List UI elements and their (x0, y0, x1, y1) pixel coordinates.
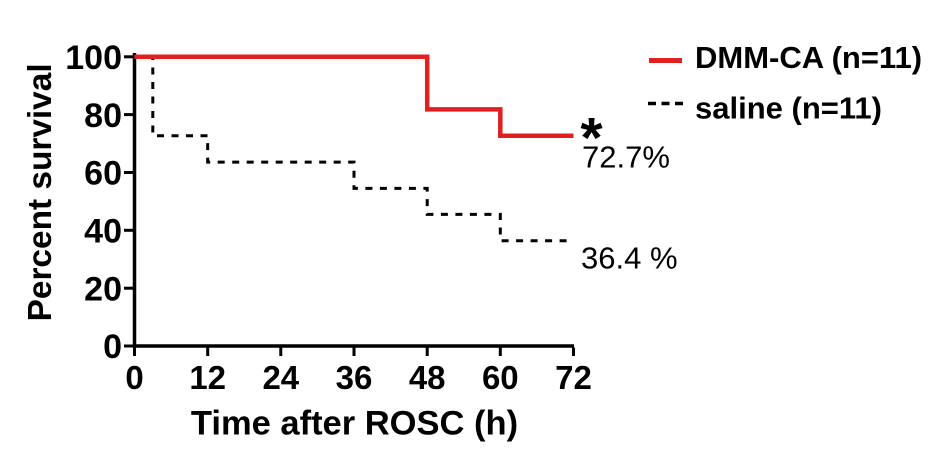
svg-text:60: 60 (84, 155, 122, 193)
svg-text:60: 60 (482, 359, 519, 396)
svg-text:Percent survival: Percent survival (22, 63, 59, 321)
svg-text:24: 24 (262, 359, 299, 396)
svg-text:72.7%: 72.7% (582, 140, 670, 175)
svg-text:DMM-CA (n=11): DMM-CA (n=11) (695, 40, 922, 75)
svg-text:Time after ROSC (h): Time after ROSC (h) (191, 405, 518, 443)
svg-text:saline (n=11): saline (n=11) (695, 91, 882, 126)
svg-text:40: 40 (84, 213, 122, 251)
svg-text:0: 0 (103, 328, 122, 366)
svg-text:20: 20 (84, 270, 122, 308)
svg-text:80: 80 (84, 97, 122, 135)
svg-text:72: 72 (555, 359, 592, 396)
svg-text:48: 48 (409, 359, 446, 396)
svg-text:100: 100 (65, 39, 122, 77)
svg-text:36.4 %: 36.4 % (581, 241, 678, 276)
svg-text:*: * (580, 106, 603, 170)
svg-text:0: 0 (125, 359, 143, 396)
svg-text:36: 36 (336, 359, 373, 396)
svg-text:12: 12 (189, 359, 226, 396)
